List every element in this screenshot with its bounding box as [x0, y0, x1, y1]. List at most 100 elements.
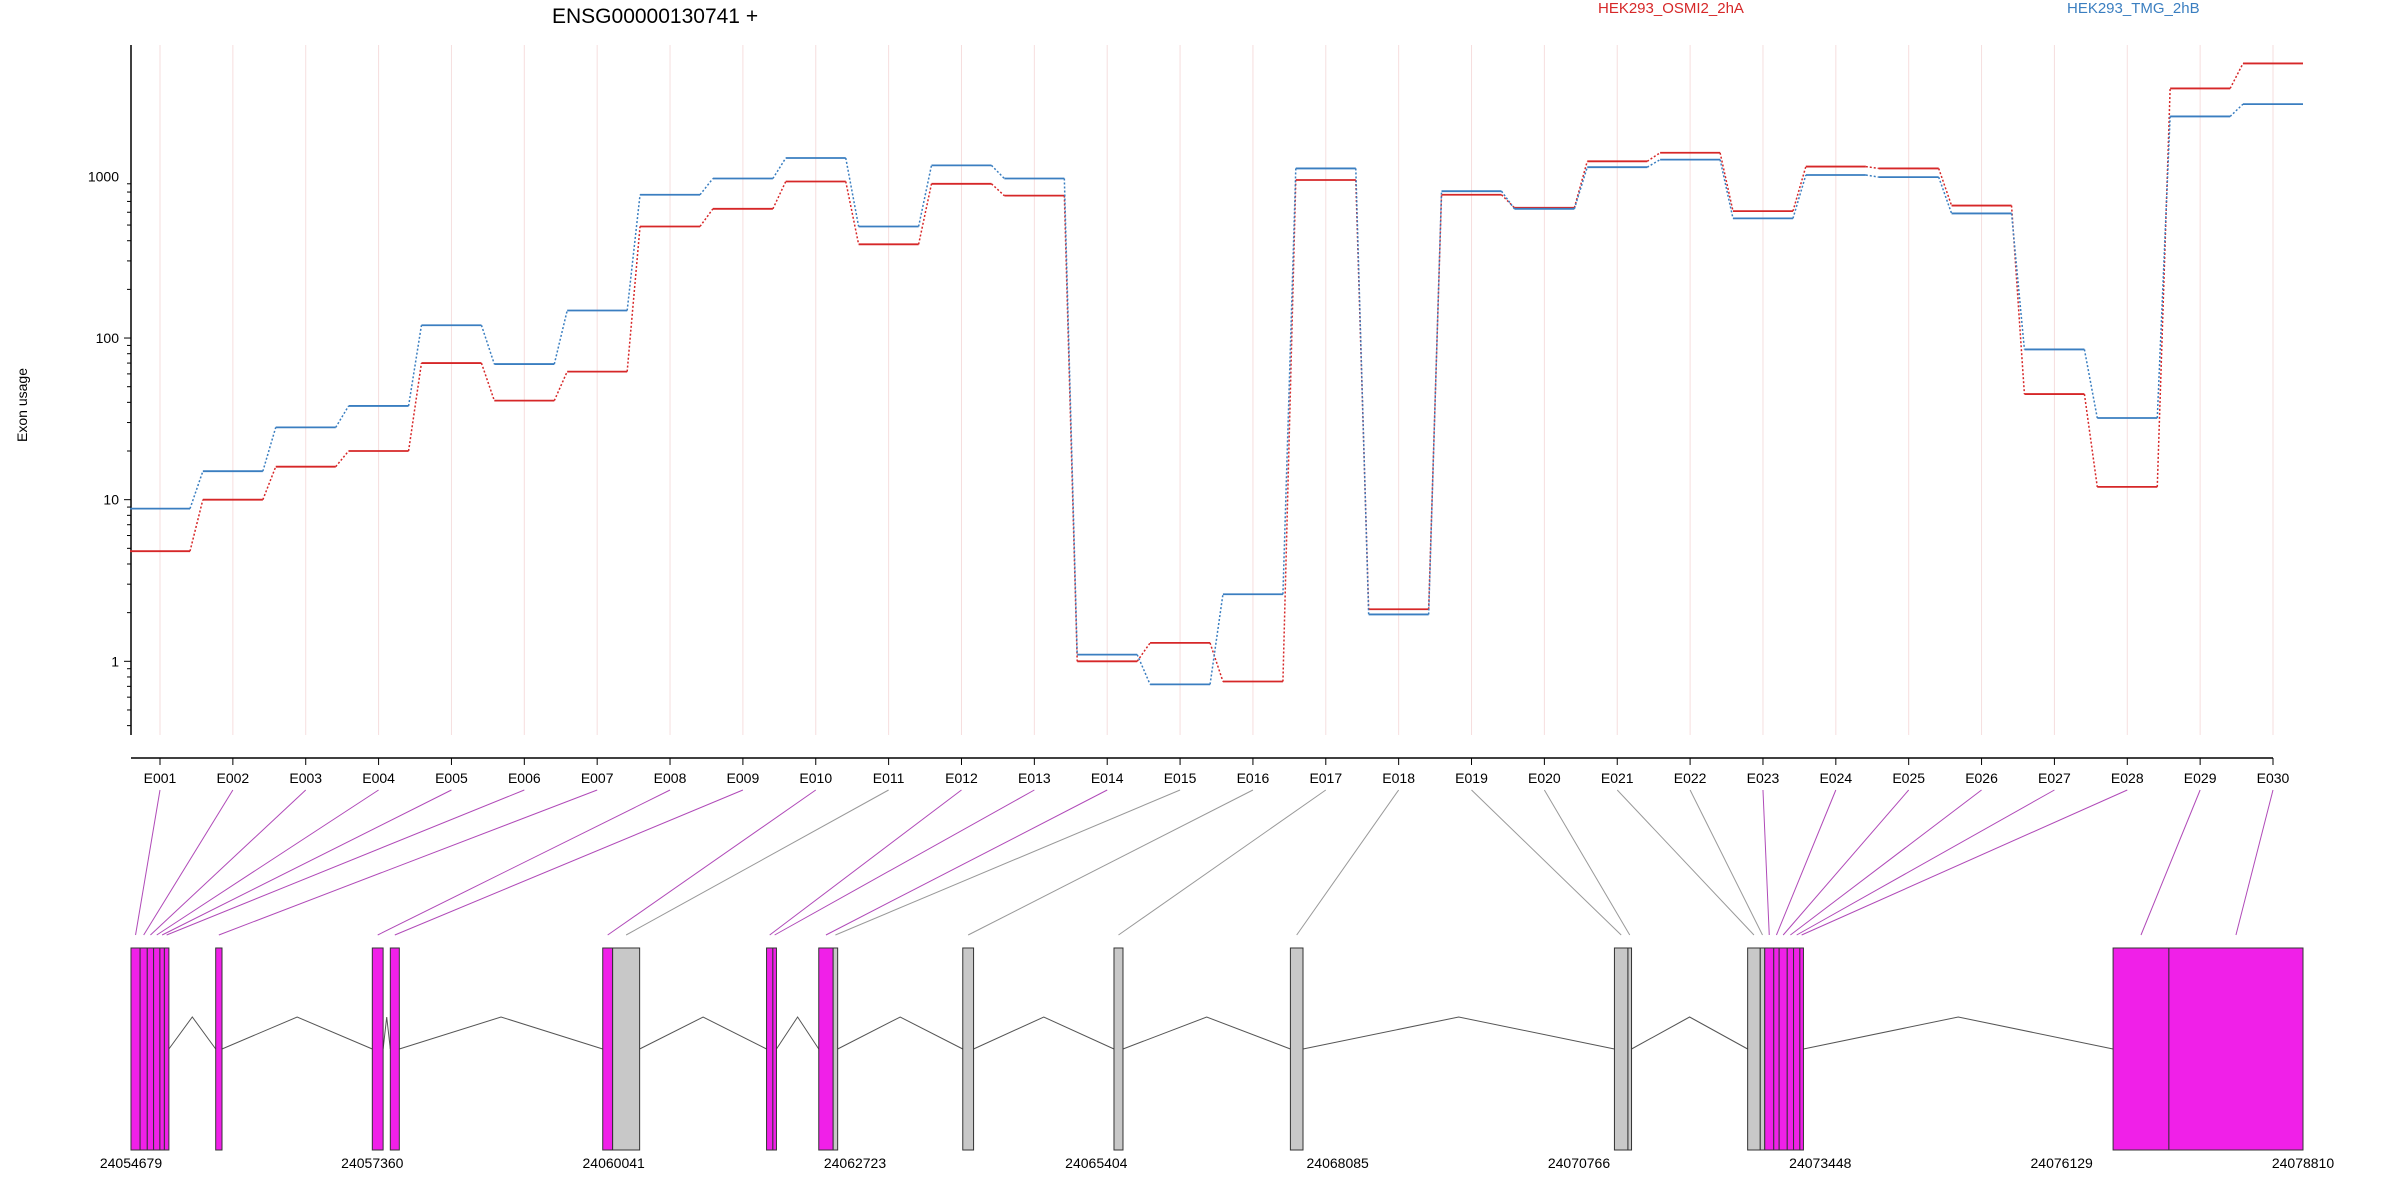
transition-line — [990, 183, 1005, 197]
link-line-E026 — [1790, 789, 1982, 936]
exon-block-E018 — [1289, 947, 1304, 1151]
transition-line — [1719, 152, 1734, 212]
transition-line — [189, 499, 204, 552]
link-line-E022 — [1689, 789, 1763, 936]
link-line-E008 — [377, 789, 671, 936]
y-tick-label: 1 — [111, 653, 119, 669]
exon-label-E015: E015 — [1164, 770, 1197, 786]
exon-label-E030: E030 — [2257, 770, 2290, 786]
exon-block-E004 — [153, 947, 161, 1151]
intron-line — [221, 1016, 373, 1050]
transition-line — [1427, 191, 1443, 615]
link-line-E027 — [1796, 789, 2055, 936]
intron-line — [399, 1016, 603, 1050]
exon-block-E021 — [1747, 947, 1761, 1151]
transition-line — [1500, 190, 1515, 210]
exon-block-E008 — [371, 947, 384, 1151]
exon-label-E004: E004 — [362, 770, 395, 786]
exon-block-E015 — [832, 947, 839, 1151]
coordinate-label: 24078810 — [2272, 1155, 2335, 1171]
exon-label-E007: E007 — [581, 770, 614, 786]
exon-block-E022 — [1759, 947, 1766, 1151]
coordinate-label: 24054679 — [100, 1155, 163, 1171]
transition-line — [1282, 179, 1297, 682]
link-line-E011 — [625, 789, 889, 936]
transition-line — [2083, 393, 2099, 487]
exon-label-E018: E018 — [1382, 770, 1415, 786]
transition-line — [2010, 205, 2026, 395]
transition-line — [1937, 168, 1953, 206]
transition-line — [1792, 166, 1807, 212]
link-line-E021 — [1616, 789, 1755, 936]
exon-block-E017 — [1113, 947, 1124, 1151]
transition-line — [699, 178, 714, 196]
chart-title: ENSG00000130741 + — [552, 5, 758, 28]
link-line-E005 — [161, 789, 452, 936]
exon-label-E008: E008 — [654, 770, 687, 786]
transition-line — [480, 324, 496, 365]
link-line-E010 — [607, 789, 817, 936]
coordinate-label: 24060041 — [583, 1155, 646, 1171]
exon-label-E003: E003 — [289, 770, 322, 786]
exon-label-E028: E028 — [2111, 770, 2144, 786]
exon-block-E011 — [612, 947, 641, 1151]
link-line-E014 — [825, 789, 1108, 936]
exon-block-E029 — [2112, 947, 2170, 1151]
exon-label-E029: E029 — [2184, 770, 2217, 786]
legend-entry-osmi2: HEK293_OSMI2_2hA — [1598, 0, 1744, 17]
exon-label-E024: E024 — [1819, 770, 1852, 786]
link-line-E003 — [150, 789, 307, 936]
transition-line — [2156, 88, 2171, 487]
exon-label-E021: E021 — [1601, 770, 1634, 786]
coordinate-label: 24073448 — [1789, 1155, 1852, 1171]
link-line-E009 — [394, 789, 744, 936]
intron-line — [1302, 1016, 1615, 1050]
exon-label-E027: E027 — [2038, 770, 2071, 786]
transition-line — [1792, 174, 1807, 219]
link-line-E029 — [2140, 789, 2201, 936]
transition-line — [262, 427, 277, 472]
y-tick-label: 10 — [103, 492, 119, 508]
transition-line — [1500, 194, 1515, 209]
transition-line — [553, 310, 568, 365]
exon-label-E022: E022 — [1674, 770, 1707, 786]
transition-line — [1937, 176, 1953, 214]
transition-line — [1063, 178, 1078, 655]
series-osmi2 — [130, 62, 2303, 683]
transition-line — [626, 194, 641, 311]
exon-block-E005 — [159, 947, 165, 1151]
exon-label-E014: E014 — [1091, 770, 1124, 786]
series-lines — [130, 62, 2303, 686]
gene-model — [130, 947, 2304, 1151]
transition-line — [1136, 654, 1151, 685]
link-line-E030 — [2235, 789, 2274, 936]
exon-label-E002: E002 — [217, 770, 250, 786]
exon-block-E023 — [1764, 947, 1775, 1151]
exon-block-E001 — [130, 947, 141, 1151]
link-line-E028 — [1801, 789, 2128, 936]
coordinate-label: 24076129 — [2031, 1155, 2094, 1171]
coordinate-label: 24062723 — [824, 1155, 887, 1171]
transition-line — [335, 405, 350, 428]
transition-line — [699, 208, 714, 227]
link-line-E006 — [166, 789, 525, 936]
link-line-E017 — [1118, 789, 1327, 936]
link-line-E016 — [967, 789, 1254, 936]
exon-block-E003 — [146, 947, 155, 1151]
exon-label-E026: E026 — [1965, 770, 1998, 786]
series-tmg — [130, 103, 2303, 686]
exon-block-E024 — [1773, 947, 1780, 1151]
exon-block-E020 — [1627, 947, 1633, 1151]
exon-block-E016 — [962, 947, 975, 1151]
intron-line — [837, 1016, 963, 1050]
link-line-E012 — [769, 789, 962, 936]
link-line-E015 — [835, 789, 1181, 936]
coordinate-label: 24070766 — [1548, 1155, 1611, 1171]
exon-block-E010 — [602, 947, 614, 1151]
transition-line — [1573, 166, 1588, 210]
transition-line — [407, 325, 423, 407]
intron-line — [973, 1016, 1115, 1050]
link-line-E002 — [143, 789, 234, 936]
link-line-E001 — [135, 789, 161, 936]
